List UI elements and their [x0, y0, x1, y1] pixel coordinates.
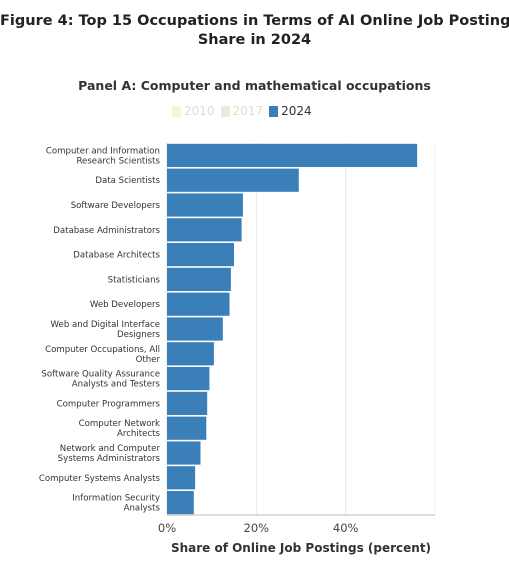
- category-label-line: Database Architects: [73, 251, 160, 261]
- category-label-line: Web and Digital Interface: [51, 320, 160, 330]
- x-tick-label: 0%: [158, 521, 176, 535]
- bar: [167, 416, 207, 440]
- bar: [167, 243, 234, 267]
- category-label-line: Analysts: [124, 504, 161, 514]
- legend-label-2010: 2010: [184, 104, 215, 118]
- category-label: Database Administrators: [53, 226, 160, 236]
- bar: [167, 491, 194, 515]
- category-label-line: Computer Network: [79, 419, 160, 429]
- bar: [167, 342, 214, 366]
- bar: [167, 441, 201, 465]
- bar: [167, 218, 242, 242]
- category-label: Database Architects: [73, 251, 160, 261]
- category-label-line: Web Developers: [90, 300, 161, 310]
- bar: [167, 466, 196, 490]
- category-label-line: Computer Occupations, All: [45, 345, 160, 355]
- figure-title-line-2: Share in 2024: [197, 32, 312, 48]
- category-label-line: Data Scientists: [95, 176, 160, 186]
- category-label: Software Quality Assurance Analysts and T…: [41, 370, 160, 390]
- legend-swatch-2024: [269, 105, 279, 117]
- legend-item-2010[interactable]: 2010: [172, 104, 215, 118]
- legend-item-2017[interactable]: 2017: [220, 104, 264, 118]
- category-label-line: Analysts and Testers: [72, 380, 161, 390]
- legend-swatch-2010: [172, 105, 181, 117]
- bar: [167, 391, 208, 415]
- category-label: Computer and Information Research Scienti…: [46, 146, 161, 166]
- category-label-line: Computer Programmers: [57, 399, 161, 409]
- category-label: Computer Occupations, All Other: [45, 345, 160, 365]
- bar: [167, 292, 230, 316]
- bar: [167, 367, 210, 391]
- figure-title-line-1: Figure 4: Top 15 Occupations in Terms of…: [0, 13, 509, 29]
- category-label-line: Information Security: [72, 494, 160, 504]
- x-axis-title: Share of Online Job Postings (percent): [170, 541, 432, 555]
- category-label: Statisticians: [108, 275, 161, 285]
- category-label-line: Other: [136, 355, 161, 365]
- category-label-line: Research Scientists: [76, 156, 160, 166]
- bar: [167, 143, 418, 167]
- category-label: Computer Network Architects: [79, 419, 161, 439]
- legend-label-2017: 2017: [232, 104, 264, 118]
- bar: [167, 193, 243, 217]
- category-label-line: Systems Administrators: [58, 454, 161, 464]
- category-label: Information Security Analysts: [72, 494, 160, 514]
- category-label-line: Database Administrators: [53, 226, 160, 236]
- category-label: Network and Computer Systems Administrato…: [58, 444, 161, 464]
- category-label: Web Developers: [90, 300, 161, 310]
- category-label-line: Network and Computer: [60, 444, 161, 454]
- category-label-line: Statisticians: [108, 275, 161, 285]
- category-label: Computer Systems Analysts: [39, 474, 161, 484]
- category-label-line: Designers: [117, 330, 160, 340]
- category-label-line: Computer and Information: [46, 146, 160, 156]
- figure-title: Figure 4: Top 15 Occupations in Terms of…: [0, 12, 509, 50]
- category-label: Computer Programmers: [57, 399, 161, 409]
- x-tick-label: 40%: [333, 521, 359, 535]
- legend-swatch-2017: [220, 105, 230, 117]
- category-label-line: Computer Systems Analysts: [39, 474, 161, 484]
- bar: [167, 267, 231, 291]
- bar: [167, 317, 223, 341]
- bar: [167, 168, 299, 192]
- category-label-line: Software Developers: [71, 201, 161, 211]
- category-label: Web and Digital Interface Designers: [51, 320, 161, 340]
- legend-item-2024[interactable]: 2024: [269, 104, 312, 118]
- chart-legend: 2010 2017 2024: [172, 104, 318, 118]
- category-label: Data Scientists: [95, 176, 160, 186]
- category-label-line: Software Quality Assurance: [41, 370, 160, 380]
- legend-label-2024: 2024: [281, 104, 312, 118]
- panel-title: Panel A: Computer and mathematical occup…: [78, 78, 431, 93]
- category-label: Software Developers: [71, 201, 161, 211]
- category-label-line: Architects: [117, 429, 161, 439]
- x-tick-label: 20%: [244, 521, 270, 535]
